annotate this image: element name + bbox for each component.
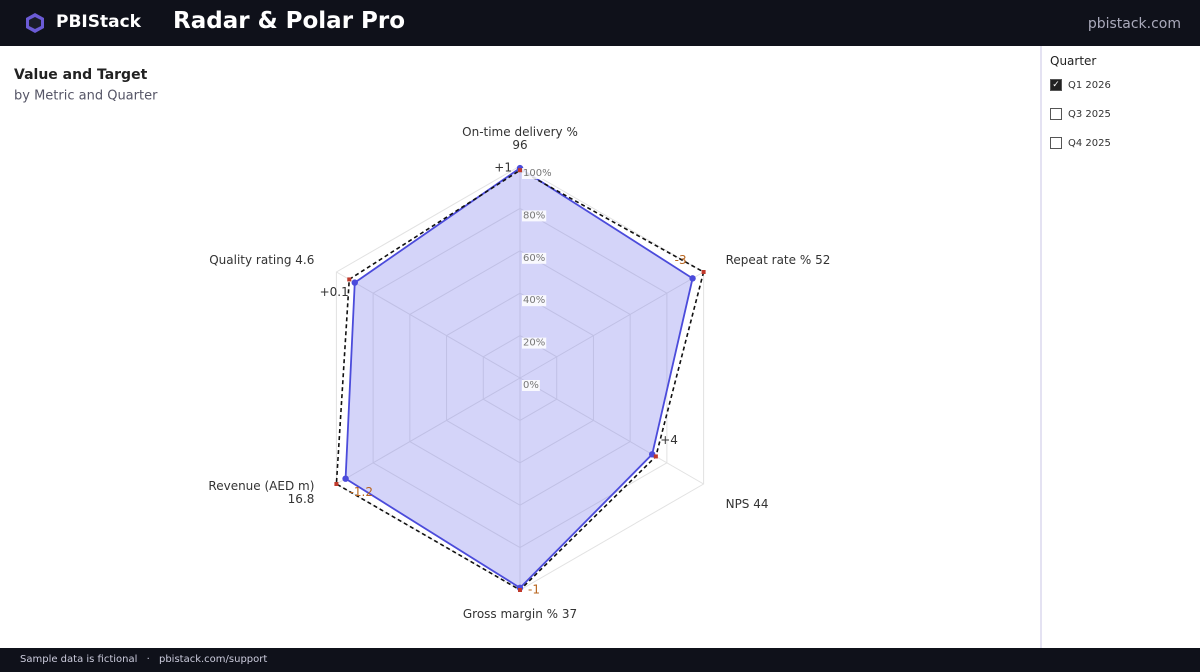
tick-bg — [522, 295, 547, 307]
r-tick-label: 40% — [523, 295, 545, 306]
delta-label: +4 — [660, 433, 678, 447]
tick-bg — [522, 252, 547, 264]
tick-bg — [522, 337, 547, 349]
header: PBIStack Radar & Polar Pro pbistack.com — [0, 0, 1200, 46]
category-name: Quality rating — [209, 253, 295, 267]
value-point — [648, 451, 656, 458]
actual-value: 16.8 — [288, 492, 315, 506]
tick-bg — [522, 168, 553, 179]
r-tick-label: 100% — [523, 168, 552, 179]
spoke — [336, 271, 521, 379]
target-marker — [518, 168, 522, 173]
target-marker — [334, 482, 339, 486]
actual-value: 52 — [815, 253, 830, 267]
actual-value: 4.6 — [295, 253, 314, 267]
value-point — [342, 475, 349, 482]
footer-separator: · — [146, 654, 150, 665]
axis-label: On-time delivery % 96 — [462, 125, 578, 152]
target-marker — [653, 454, 658, 459]
target-marker — [518, 588, 522, 592]
spoke — [336, 377, 521, 485]
r-tick-label: 20% — [523, 338, 545, 349]
footer-note: Sample data is fictional — [20, 654, 138, 665]
r-tick-label: 80% — [523, 210, 545, 221]
brand: PBIStack — [56, 12, 141, 32]
target-marker — [701, 270, 706, 274]
logo — [26, 13, 44, 33]
axis-label: Gross margin % 37 — [463, 607, 577, 621]
actual-value: 44 — [753, 497, 768, 511]
delta-label: +1 — [494, 161, 512, 175]
footer: Sample data is fictional · pbistack.com/… — [0, 648, 1200, 672]
chart-title: Value and Target — [14, 67, 148, 83]
slicer: Quarter ✓ Q1 2026 Q3 2025 Q4 2025 — [1040, 46, 1200, 648]
category-name: On-time delivery % — [462, 125, 578, 139]
category-name: NPS — [726, 497, 754, 511]
tick-bg — [522, 210, 547, 222]
slicer-label: Q4 2025 — [1068, 138, 1111, 149]
delta-label: +0.1 — [320, 285, 349, 299]
axis-label: Repeat rate % 52 — [726, 253, 831, 267]
axis-label: NPS 44 — [726, 497, 769, 511]
chart: Value and Target by Metric and Quarter 0… — [14, 67, 831, 621]
axis-label: Quality rating 4.6 — [209, 253, 314, 267]
actual-value: 96 — [512, 138, 527, 152]
r-tick-label: 60% — [523, 253, 545, 264]
checkbox[interactable]: ✓ — [1050, 79, 1062, 91]
slicer-title: Quarter — [1050, 54, 1097, 68]
series-shape — [344, 167, 694, 590]
delta-label: -1.2 — [350, 485, 373, 499]
site: pbistack.com — [1087, 16, 1181, 32]
tick-bg — [522, 380, 540, 391]
slicer-item[interactable]: Q4 2025 — [1050, 137, 1111, 149]
category-name: Revenue (AED m) — [208, 479, 314, 493]
slicer-label: Q3 2025 — [1068, 109, 1111, 120]
delta-label: -3 — [675, 253, 687, 267]
slicer-item[interactable]: Q3 2025 — [1050, 108, 1111, 120]
value-point — [351, 279, 358, 286]
axis-label: Revenue (AED m) 16.8 — [208, 479, 314, 506]
checkbox[interactable] — [1050, 137, 1062, 149]
target-marker — [347, 277, 352, 282]
category-name: Repeat rate % — [726, 253, 815, 267]
actual-value: 37 — [562, 607, 577, 621]
slicer-label: Q1 2026 — [1068, 80, 1111, 91]
slicer-item[interactable]: ✓ Q1 2026 — [1050, 79, 1111, 91]
spoke — [519, 271, 704, 379]
chart-subtitle: by Metric and Quarter — [14, 89, 158, 104]
checkbox[interactable] — [1050, 108, 1062, 120]
value-point — [689, 275, 696, 282]
footer-link[interactable]: pbistack.com/support — [158, 654, 268, 665]
app-title: Radar & Polar Pro — [173, 8, 406, 34]
delta-label: -1 — [528, 582, 540, 596]
category-name: Gross margin % — [463, 607, 562, 621]
r-tick-label: 0% — [523, 380, 539, 391]
spoke — [519, 377, 704, 485]
